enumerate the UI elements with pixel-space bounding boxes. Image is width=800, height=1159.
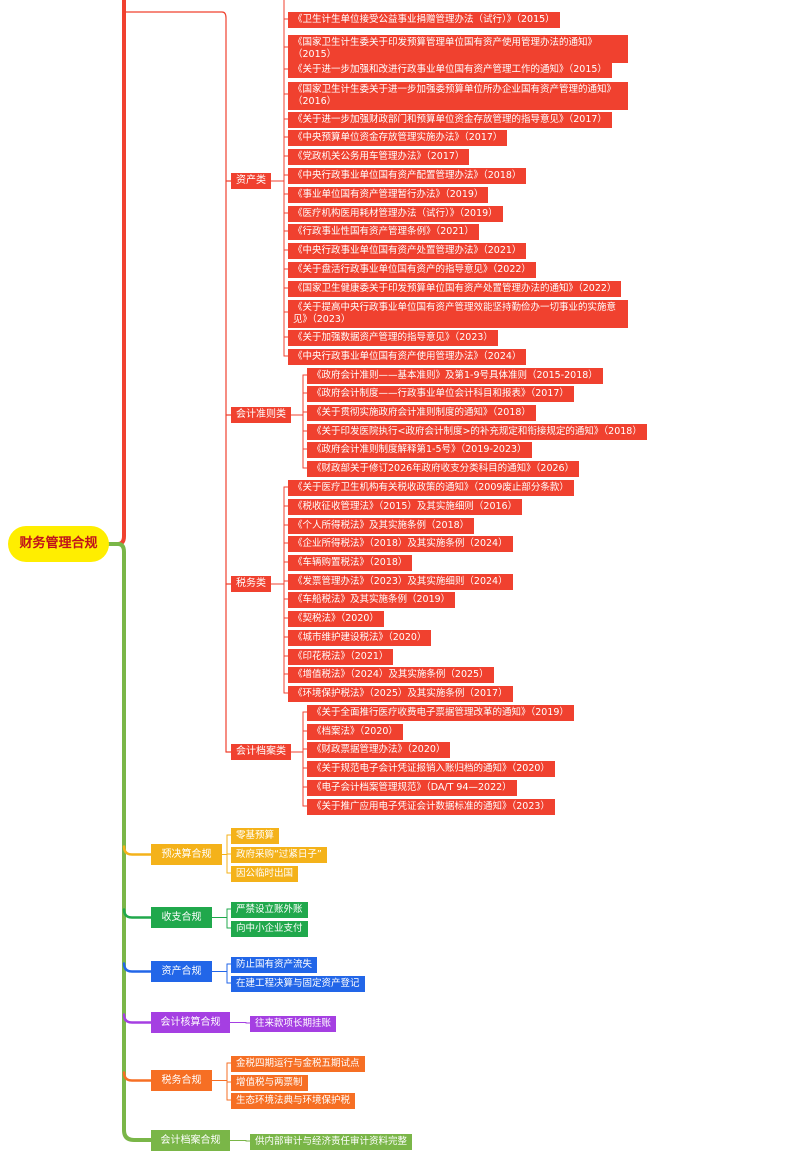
- tax-item[interactable]: 《个人所得税法》及其实施条例（2018）: [288, 518, 475, 534]
- branch-node[interactable]: 收支合规: [151, 907, 212, 928]
- asset-item[interactable]: 《中央行政事业单位国有资产使用管理办法》（2024）: [288, 349, 527, 365]
- accounting-item[interactable]: 《政府会计准则制度解释第1-5号》（2019-2023）: [307, 442, 532, 458]
- archive-item[interactable]: 《关于全面推行医疗收费电子票据管理改革的通知》（2019）: [307, 705, 574, 721]
- tax-item[interactable]: 《环境保护税法》（2025）及其实施条例（2017）: [288, 686, 513, 702]
- accounting-item[interactable]: 《政府会计准则——基本准则》及第1-9号具体准则（2015-2018）: [307, 368, 603, 384]
- asset-item[interactable]: 《中央行政事业单位国有资产配置管理办法》（2018）: [288, 168, 527, 184]
- asset-item[interactable]: 《中央行政事业单位国有资产处置管理办法》（2021）: [288, 243, 527, 259]
- asset-item[interactable]: 《医疗机构医用耗材管理办法（试行）》（2019）: [288, 206, 503, 222]
- branch-leaf[interactable]: 增值税与两票制: [231, 1075, 308, 1091]
- accounting-item[interactable]: 《财政部关于修订2026年政府收支分类科目的通知》（2026）: [307, 461, 580, 477]
- branch-node[interactable]: 资产合规: [151, 961, 212, 982]
- branch-node[interactable]: 会计核算合规: [151, 1012, 230, 1033]
- tax-item[interactable]: 《车船税法》及其实施条例（2019）: [288, 592, 456, 608]
- branch-node[interactable]: 预决算合规: [151, 844, 222, 865]
- asset-item[interactable]: 《关于加强数据资产管理的指导意见》（2023）: [288, 330, 498, 346]
- connector: [122, 962, 153, 973]
- tax-item[interactable]: 《车辆购置税法》（2018）: [288, 555, 413, 571]
- branch-leaf[interactable]: 生态环境法典与环境保护税: [231, 1093, 356, 1109]
- branch-leaf[interactable]: 零基预算: [231, 828, 280, 844]
- archive-item[interactable]: 《财政票据管理办法》（2020）: [307, 742, 451, 758]
- archive-item[interactable]: 《关于规范电子会计凭证报销入账归档的通知》（2020）: [307, 761, 555, 777]
- archive-item[interactable]: 《电子会计档案管理规范》（DA/T 94—2022）: [307, 780, 517, 796]
- asset-item[interactable]: 《事业单位国有资产管理暂行办法》（2019）: [288, 187, 489, 203]
- accounting-item[interactable]: 《关于印发医院执行<政府会计制度>的补充规定和衔接规定的通知》（2018）: [307, 424, 647, 440]
- root-node[interactable]: 财务管理合规: [8, 526, 109, 562]
- asset-item[interactable]: 《行政事业性国有资产管理条例》（2021）: [288, 224, 479, 240]
- branch-leaf[interactable]: 政府采购“过紧日子”: [231, 847, 327, 863]
- branch-leaf[interactable]: 供内部审计与经济责任审计资料完整: [250, 1134, 413, 1150]
- connector: [122, 845, 153, 856]
- category-tax[interactable]: 税务类: [231, 576, 271, 592]
- asset-item[interactable]: 《关于进一步加强和改进行政事业单位国有资产管理工作的通知》（2015）: [288, 62, 612, 78]
- connector: [122, 1071, 153, 1082]
- tax-item[interactable]: 《发票管理办法》（2023）及其实施细则（2024）: [288, 574, 513, 590]
- tax-item[interactable]: 《增值税法》（2024）及其实施条例（2025）: [288, 667, 494, 683]
- branch-node[interactable]: 会计档案合规: [151, 1130, 230, 1151]
- tax-item[interactable]: 《税收征收管理法》（2015）及其实施细则（2016）: [288, 499, 523, 515]
- tax-item[interactable]: 《城市维护建设税法》（2020）: [288, 630, 432, 646]
- tax-item[interactable]: 《企业所得税法》（2018）及其实施条例（2024）: [288, 536, 513, 552]
- branch-leaf[interactable]: 在建工程决算与固定资产登记: [231, 976, 365, 992]
- asset-item[interactable]: 《国家卫生计生委关于印发预算管理单位国有资产使用管理办法的通知》（2015）: [288, 35, 628, 63]
- asset-item[interactable]: 《关于盘活行政事业单位国有资产的指导意见》（2022）: [288, 262, 536, 278]
- tax-item[interactable]: 《契税法》（2020）: [288, 611, 384, 627]
- category-accounting-archives[interactable]: 会计档案类: [231, 744, 291, 760]
- branch-leaf[interactable]: 防止国有资产流失: [231, 957, 318, 973]
- connector: [123, 11, 227, 753]
- asset-item[interactable]: 《国家卫生健康委关于印发预算单位国有资产处置管理办法的通知》（2022）: [288, 281, 622, 297]
- branch-node[interactable]: 税务合规: [151, 1070, 212, 1091]
- category-asset[interactable]: 资产类: [231, 173, 271, 189]
- tax-item[interactable]: 《关于医疗卫生机构有关税收政策的通知》（2009废止部分条款）: [288, 480, 574, 496]
- archive-item[interactable]: 《档案法》（2020）: [307, 724, 403, 740]
- asset-item[interactable]: 《党政机关公务用车管理办法》（2017）: [288, 149, 470, 165]
- asset-item[interactable]: 《国家卫生计生委关于进一步加强委预算单位所办企业国有资产管理的通知》（2016）: [288, 82, 628, 110]
- branch-leaf[interactable]: 金税四期运行与金税五期试点: [231, 1056, 365, 1072]
- accounting-item[interactable]: 《关于贯彻实施政府会计准则制度的通知》（2018）: [307, 405, 536, 421]
- accounting-item[interactable]: 《政府会计制度——行政事业单位会计科目和报表》（2017）: [307, 386, 574, 402]
- branch-leaf[interactable]: 往来款项长期挂账: [250, 1016, 337, 1032]
- branch-leaf[interactable]: 向中小企业支付: [231, 921, 308, 937]
- connector: [122, 1013, 153, 1024]
- connector: [107, 0, 126, 546]
- asset-item[interactable]: 《中央预算单位资金存放管理实施办法》（2017）: [288, 130, 508, 146]
- category-accounting-standards[interactable]: 会计准则类: [231, 407, 291, 423]
- branch-leaf[interactable]: 严禁设立账外账: [231, 902, 308, 918]
- branch-leaf[interactable]: 因公临时出国: [231, 866, 299, 882]
- tax-item[interactable]: 《印花税法》（2021）: [288, 649, 394, 665]
- connector: [122, 908, 153, 919]
- asset-item[interactable]: 《关于提高中央行政事业单位国有资产管理效能坚持勤俭办一切事业的实施意见》（202…: [288, 300, 628, 328]
- archive-item[interactable]: 《关于推广应用电子凭证会计数据标准的通知》（2023）: [307, 799, 555, 815]
- asset-item[interactable]: 《卫生计生单位接受公益事业捐赠管理办法（试行）》（2015）: [288, 12, 560, 28]
- asset-item[interactable]: 《关于进一步加强财政部门和预算单位资金存放管理的指导意见》（2017）: [288, 112, 612, 128]
- connector: [107, 542, 153, 1142]
